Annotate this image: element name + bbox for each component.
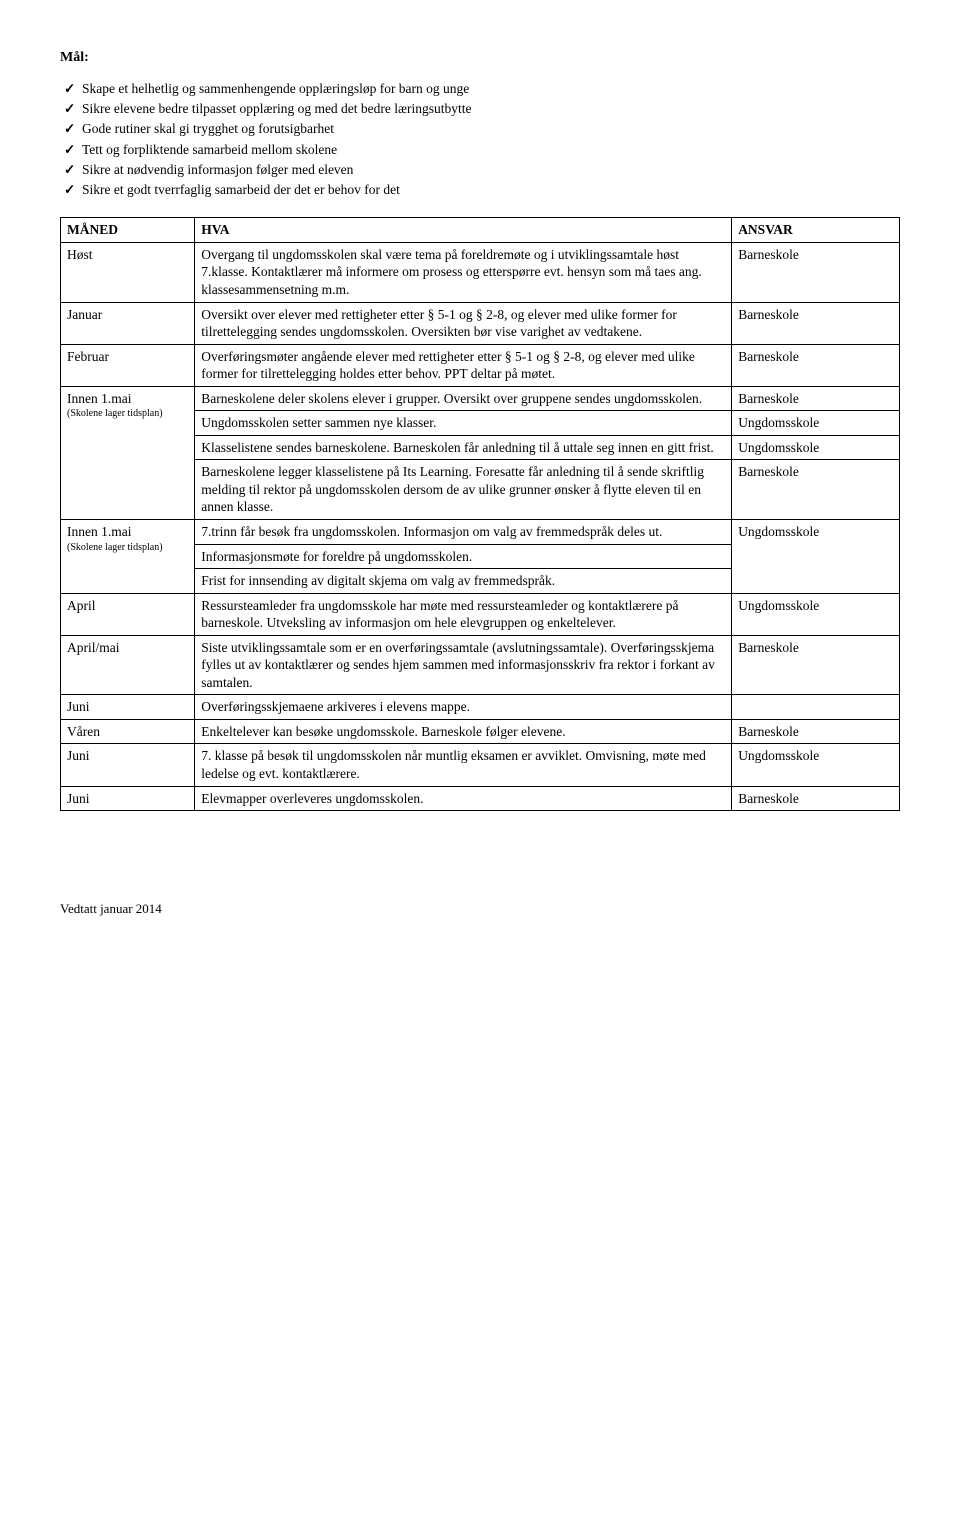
cell-month: Juni <box>61 744 195 786</box>
table-row: JanuarOversikt over elever med rettighet… <box>61 302 900 344</box>
table-header-row: MÅNED HVA ANSVAR <box>61 218 900 243</box>
goal-item: Sikre elevene bedre tilpasset opplæring … <box>60 100 900 118</box>
goals-list: Skape et helhetlig og sammenhengende opp… <box>60 80 900 199</box>
cell-month: Januar <box>61 302 195 344</box>
cell-month: Våren <box>61 719 195 744</box>
cell-who: Barneskole <box>732 635 900 695</box>
table-row: JuniElevmapper overleveres ungdomsskolen… <box>61 786 900 811</box>
col-header-who: ANSVAR <box>732 218 900 243</box>
table-row: FebruarOverføringsmøter angående elever … <box>61 344 900 386</box>
table-row: Juni7. klasse på besøk til ungdomsskolen… <box>61 744 900 786</box>
cell-who: Ungdomsskole <box>732 744 900 786</box>
cell-month: April/mai <box>61 635 195 695</box>
cell-what: 7. klasse på besøk til ungdomsskolen når… <box>195 744 732 786</box>
footer-text: Vedtatt januar 2014 <box>60 901 900 917</box>
cell-who: Ungdomsskole <box>732 519 900 593</box>
cell-what: Overføringsskjemaene arkiveres i elevens… <box>195 695 732 720</box>
goal-item: Sikre at nødvendig informasjon følger me… <box>60 161 900 179</box>
cell-what: Barneskolene deler skolens elever i grup… <box>195 386 732 411</box>
cell-what: Ungdomsskolen setter sammen nye klasser. <box>195 411 732 436</box>
cell-what: Siste utviklingssamtale som er en overfø… <box>195 635 732 695</box>
cell-who: Ungdomsskole <box>732 411 900 436</box>
cell-what: Oversikt over elever med rettigheter ett… <box>195 302 732 344</box>
cell-month: Juni <box>61 695 195 720</box>
cell-who: Ungdomsskole <box>732 435 900 460</box>
cell-month: Innen 1.mai(Skolene lager tidsplan) <box>61 386 195 519</box>
table-row: Innen 1.mai(Skolene lager tidsplan)Barne… <box>61 386 900 411</box>
cell-what: Frist for innsending av digitalt skjema … <box>195 569 732 594</box>
cell-what: Barneskolene legger klasselistene på Its… <box>195 460 732 520</box>
cell-what: Elevmapper overleveres ungdomsskolen. <box>195 786 732 811</box>
table-row: AprilRessursteamleder fra ungdomsskole h… <box>61 593 900 635</box>
table-row: April/maiSiste utviklingssamtale som er … <box>61 635 900 695</box>
table-body: HøstOvergang til ungdomsskolen skal være… <box>61 242 900 810</box>
cell-who: Barneskole <box>732 786 900 811</box>
cell-month: Februar <box>61 344 195 386</box>
goal-item: Skape et helhetlig og sammenhengende opp… <box>60 80 900 98</box>
cell-month: Høst <box>61 242 195 302</box>
cell-who: Barneskole <box>732 386 900 411</box>
goal-item: Gode rutiner skal gi trygghet og forutsi… <box>60 120 900 138</box>
cell-who: Barneskole <box>732 719 900 744</box>
cell-month: Innen 1.mai(Skolene lager tidsplan) <box>61 519 195 593</box>
table-row: Innen 1.mai(Skolene lager tidsplan)7.tri… <box>61 519 900 544</box>
table-row: HøstOvergang til ungdomsskolen skal være… <box>61 242 900 302</box>
cell-what: 7.trinn får besøk fra ungdomsskolen. Inf… <box>195 519 732 544</box>
cell-who <box>732 695 900 720</box>
cell-what: Enkeltelever kan besøke ungdomsskole. Ba… <box>195 719 732 744</box>
cell-who: Ungdomsskole <box>732 593 900 635</box>
cell-who: Barneskole <box>732 242 900 302</box>
cell-who: Barneskole <box>732 460 900 520</box>
schedule-table: MÅNED HVA ANSVAR HøstOvergang til ungdom… <box>60 217 900 811</box>
col-header-month: MÅNED <box>61 218 195 243</box>
cell-what: Klasselistene sendes barneskolene. Barne… <box>195 435 732 460</box>
col-header-what: HVA <box>195 218 732 243</box>
cell-what: Overføringsmøter angående elever med ret… <box>195 344 732 386</box>
cell-who: Barneskole <box>732 344 900 386</box>
table-row: VårenEnkeltelever kan besøke ungdomsskol… <box>61 719 900 744</box>
goal-item: Tett og forpliktende samarbeid mellom sk… <box>60 141 900 159</box>
cell-what: Ressursteamleder fra ungdomsskole har mø… <box>195 593 732 635</box>
cell-who: Barneskole <box>732 302 900 344</box>
goal-item: Sikre et godt tverrfaglig samarbeid der … <box>60 181 900 199</box>
cell-what: Informasjonsmøte for foreldre på ungdoms… <box>195 544 732 569</box>
table-row: JuniOverføringsskjemaene arkiveres i ele… <box>61 695 900 720</box>
cell-month: Juni <box>61 786 195 811</box>
cell-what: Overgang til ungdomsskolen skal være tem… <box>195 242 732 302</box>
cell-month: April <box>61 593 195 635</box>
page-heading: Mål: <box>60 50 900 66</box>
